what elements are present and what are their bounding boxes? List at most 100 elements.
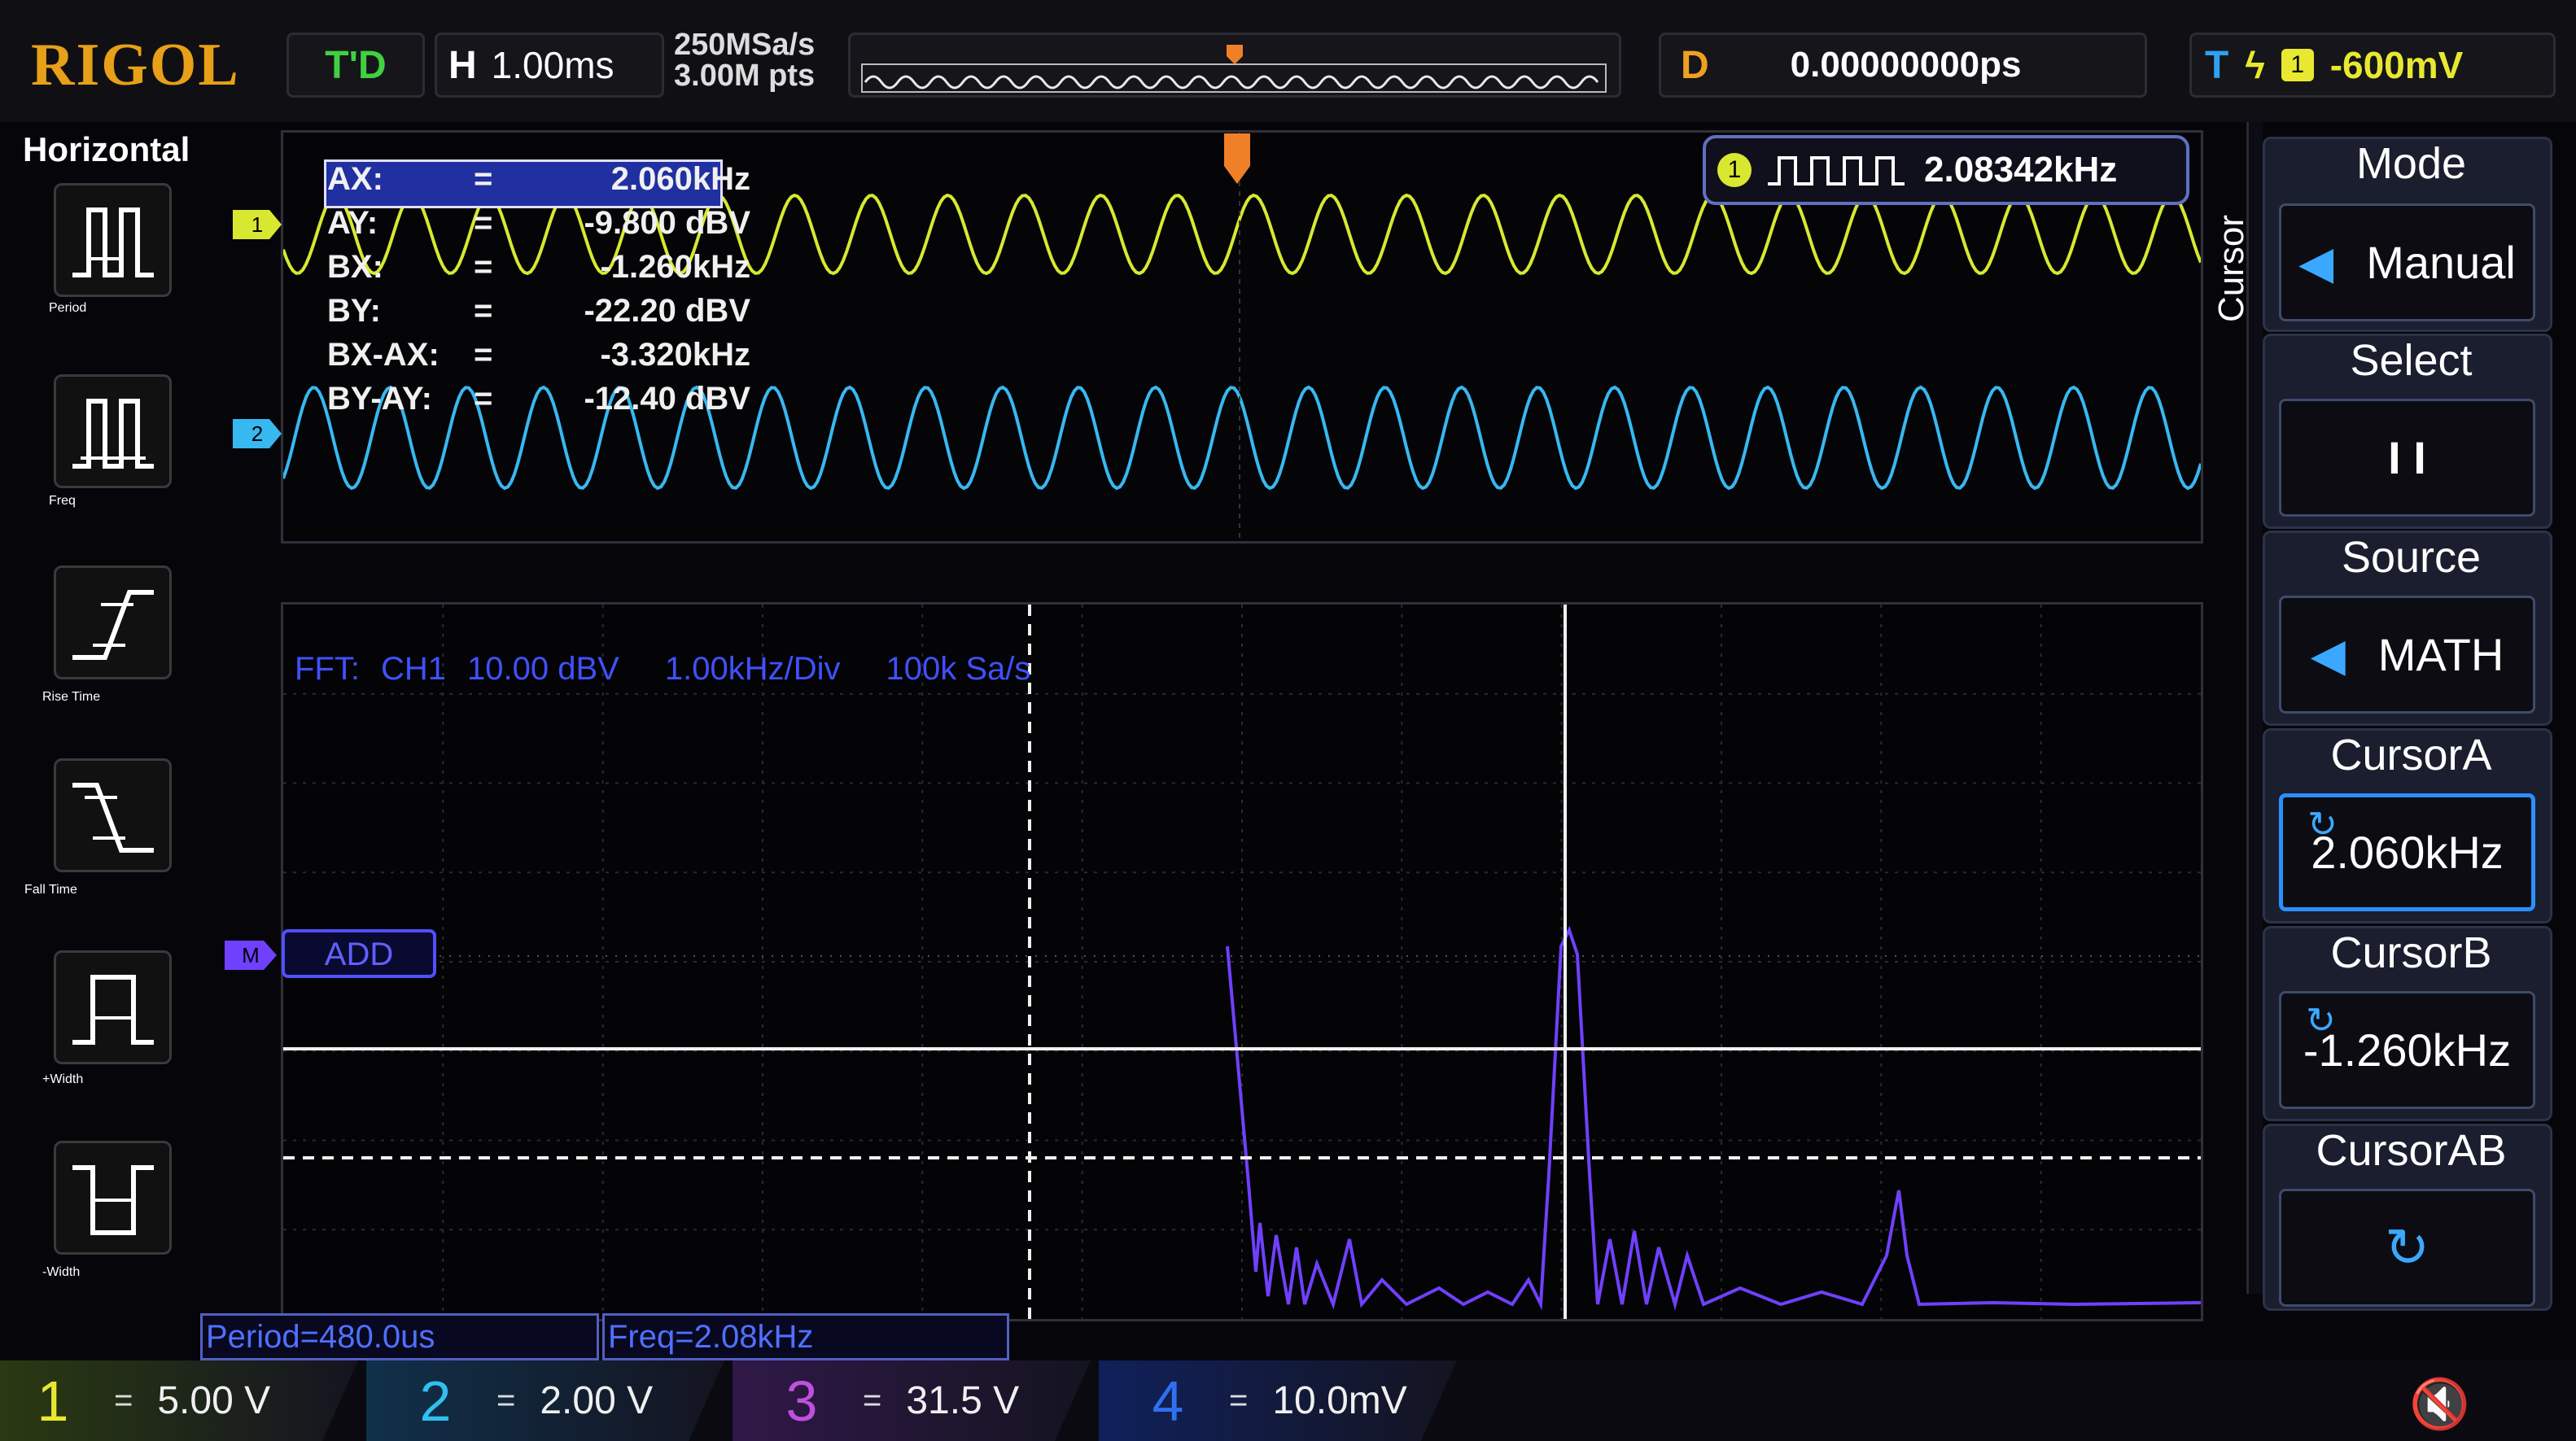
math-offset-marker[interactable]: M [225, 941, 277, 970]
readout-name: AX: [327, 161, 383, 197]
delay-box[interactable]: D 0.00000000ps [1659, 33, 2147, 98]
timebase-box[interactable]: H 1.00ms [435, 33, 664, 98]
fall-time-label: Fall Time [24, 883, 77, 897]
memory-overview-graphic [861, 45, 1607, 93]
sound-muted-icon[interactable]: 🔇 [2409, 1377, 2470, 1431]
select-value: I I [2279, 399, 2535, 517]
plus-width-button[interactable] [54, 950, 172, 1064]
minus-width-button[interactable] [54, 1141, 172, 1255]
fft-scale: 10.00 dBV [467, 651, 619, 687]
freq-button[interactable] [54, 374, 172, 488]
mode-value: Manual [2366, 237, 2516, 288]
readout-name: BX: [327, 249, 383, 285]
math-operation-label[interactable]: ADD [282, 929, 436, 978]
cursor-readout-row: BY: = -22.20 dBV [327, 293, 750, 330]
source-title: Source [2341, 533, 2482, 582]
trigger-level: -600mV [2329, 44, 2464, 86]
counter-channel: 1 [1717, 153, 1752, 187]
fft-hdiv: 1.00kHz/Div [664, 651, 841, 687]
readout-value: -1.260kHz [600, 249, 750, 285]
mode-title: Mode [2355, 139, 2467, 188]
readout-name: BX-AX: [327, 337, 440, 373]
fft-info: FFT: CH1 10.00 dBV 1.00kHz/Div 100k Sa/s [295, 651, 1030, 688]
left-measure-menu: Horizontal [0, 122, 203, 1359]
rise-time-button[interactable] [54, 565, 172, 679]
readout-value: -12.40 dBV [584, 381, 750, 417]
channel-4-status[interactable]: 4 = 10.0mV [1099, 1360, 1457, 1441]
readout-eq: = [474, 337, 493, 373]
mode-value-box[interactable]: ◀ Manual [2279, 203, 2535, 321]
readout-value: 2.060kHz [610, 161, 750, 197]
readout-eq: = [474, 205, 493, 241]
trigger-position-marker [1227, 45, 1243, 64]
cursor-a-value-box[interactable]: ↻ 2.060kHz [2279, 793, 2535, 911]
cursor-a-value: 2.060kHz [2311, 827, 2504, 878]
dc-coupling-icon: = [114, 1382, 133, 1418]
readout-eq: = [474, 161, 493, 197]
memory-overview-bar[interactable] [848, 33, 1621, 98]
readout-value: -9.800 dBV [584, 205, 750, 241]
rise-time-icon [72, 590, 154, 660]
cursor-b-knob-icon: ↻ [2306, 1001, 2336, 1041]
dc-coupling-icon: = [496, 1382, 516, 1418]
dc-coupling-icon: = [1229, 1382, 1249, 1418]
square-wave-icon [1768, 156, 1905, 186]
readout-eq: = [474, 293, 493, 329]
cursor-a-title: CursorA [2330, 731, 2492, 779]
period-label: Period [49, 301, 87, 315]
fft-view[interactable] [281, 602, 2203, 1321]
trigger-box[interactable]: T ϟ 1 -600mV [2189, 33, 2556, 98]
timebase-value: 1.00ms [491, 44, 614, 86]
readout-name: AY: [327, 205, 378, 241]
counter-value: 2.08342kHz [1924, 150, 2118, 190]
cursor-ab-knob-icon[interactable]: ↻ [2279, 1189, 2535, 1307]
source-left-arrow-icon: ◀ [2310, 628, 2346, 680]
period-icon [72, 207, 154, 277]
fall-time-icon [72, 783, 154, 853]
fall-time-button[interactable] [54, 758, 172, 872]
cursor-readout-row: BX: = -1.260kHz [327, 249, 750, 286]
channel-2-status[interactable]: 2 = 2.00 V [366, 1360, 724, 1441]
channel-number: 2 [419, 1369, 452, 1433]
channel-scale: 2.00 V [540, 1379, 654, 1422]
period-button[interactable] [54, 183, 172, 297]
channel-3-status[interactable]: 3 = 31.5 V [733, 1360, 1091, 1441]
source-value: MATH [2377, 629, 2504, 680]
minus-width-label: -Width [42, 1265, 81, 1279]
plus-width-label: +Width [42, 1072, 84, 1086]
freq-label: Freq [49, 494, 76, 508]
readout-value: -22.20 dBV [584, 293, 750, 329]
cursor-readout-row: AY: = -9.800 dBV [327, 205, 750, 242]
trigger-edge-icon: ϟ [2245, 44, 2265, 86]
cursor-b-value-box[interactable]: ↻ -1.260kHz [2279, 991, 2535, 1109]
channel-number: 1 [37, 1369, 69, 1433]
select-title: Select [2350, 336, 2473, 385]
trigger-label: T [2205, 43, 2229, 87]
readout-name: BY: [327, 293, 381, 329]
fft-spectrum-trace [1226, 925, 2202, 1311]
cursor-readout-row: BX-AX: = -3.320kHz [327, 337, 750, 373]
trigger-state: T'D [325, 43, 387, 87]
memory-depth: 3.00M pts [674, 59, 816, 93]
source-value-box[interactable]: ◀ MATH [2279, 596, 2535, 714]
ch2-offset-marker[interactable]: 2 [233, 419, 282, 448]
trigger-marker-icon [1224, 133, 1250, 184]
delay-value: 0.00000000ps [1790, 45, 2022, 85]
freq-icon [72, 399, 154, 469]
time-domain-waveforms [282, 133, 2202, 541]
channel-scale: 10.0mV [1272, 1379, 1407, 1422]
cursor-ab-title: CursorAB [2316, 1126, 2507, 1175]
channel-1-status[interactable]: 1 = 5.00 V [0, 1360, 358, 1441]
cursor-ax-highlight [324, 159, 723, 208]
fft-channel: CH1 [380, 651, 447, 687]
cursor-a-knob-icon: ↻ [2307, 805, 2338, 845]
ch2-waveform [282, 385, 2202, 491]
fft-source: FFT: [295, 651, 360, 687]
rise-time-label: Rise Time [42, 690, 101, 704]
readout-value: -3.320kHz [600, 337, 750, 373]
fft-rate: 100k Sa/s [886, 651, 1031, 687]
ch1-offset-marker[interactable]: 1 [233, 210, 282, 239]
trigger-source: 1 [2281, 49, 2314, 81]
right-menu-border [2246, 122, 2263, 1294]
acquisition-info: 250MSa/s 3.00M pts [674, 29, 815, 91]
